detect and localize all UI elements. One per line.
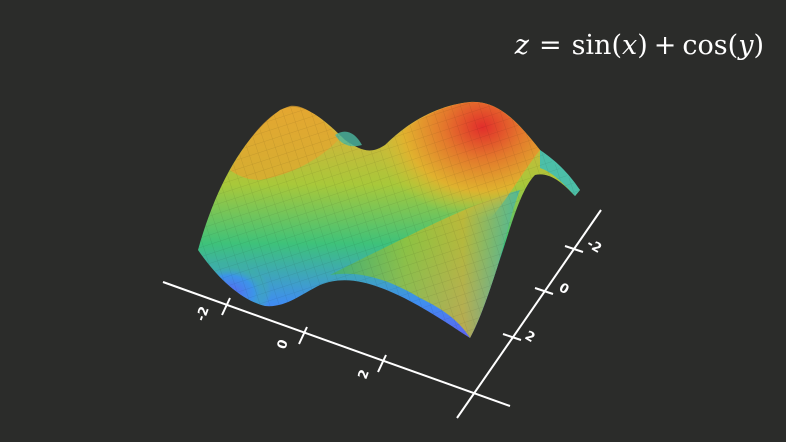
y-tick-label: 2 [522, 328, 537, 346]
formula-plus: + [653, 30, 677, 61]
y-axis-tick [534, 287, 554, 295]
formula-paren: ) [637, 30, 648, 61]
formula-sin: sin [571, 30, 612, 61]
x-tick-label: 2 [356, 368, 373, 382]
y-axis [456, 209, 602, 419]
formula-cos: cos [682, 30, 728, 61]
formula-z: z [514, 30, 529, 61]
x-axis-tick-labels: -2 0 2 [194, 305, 373, 382]
y-axis-tick [564, 245, 584, 253]
y-tick-label: -2 [584, 236, 604, 256]
x-axis-tick [221, 297, 231, 316]
formula-label: z = sin(x) + cos(y) [515, 30, 764, 61]
x-tick-label: -2 [194, 305, 213, 324]
y-axis-line [456, 209, 602, 419]
x-axis-line [162, 281, 511, 407]
formula-equals: = [538, 30, 562, 61]
formula-paren: ( [611, 30, 622, 61]
formula-paren: ( [727, 30, 739, 61]
y-axis-tick-labels: -2 0 2 [522, 236, 604, 346]
x-axis [162, 281, 511, 407]
surface-mesh [198, 101, 580, 338]
surface [198, 101, 580, 338]
surface-back-notch [335, 131, 362, 147]
formula-y: y [738, 30, 754, 61]
formula-paren: ) [753, 30, 764, 61]
x-axis-tick [298, 326, 308, 345]
x-axis-tick [377, 354, 387, 373]
x-tick-label: 0 [275, 338, 292, 352]
y-axis-tick [502, 333, 522, 341]
y-tick-label: 0 [556, 280, 571, 298]
formula-x: x [622, 30, 638, 61]
